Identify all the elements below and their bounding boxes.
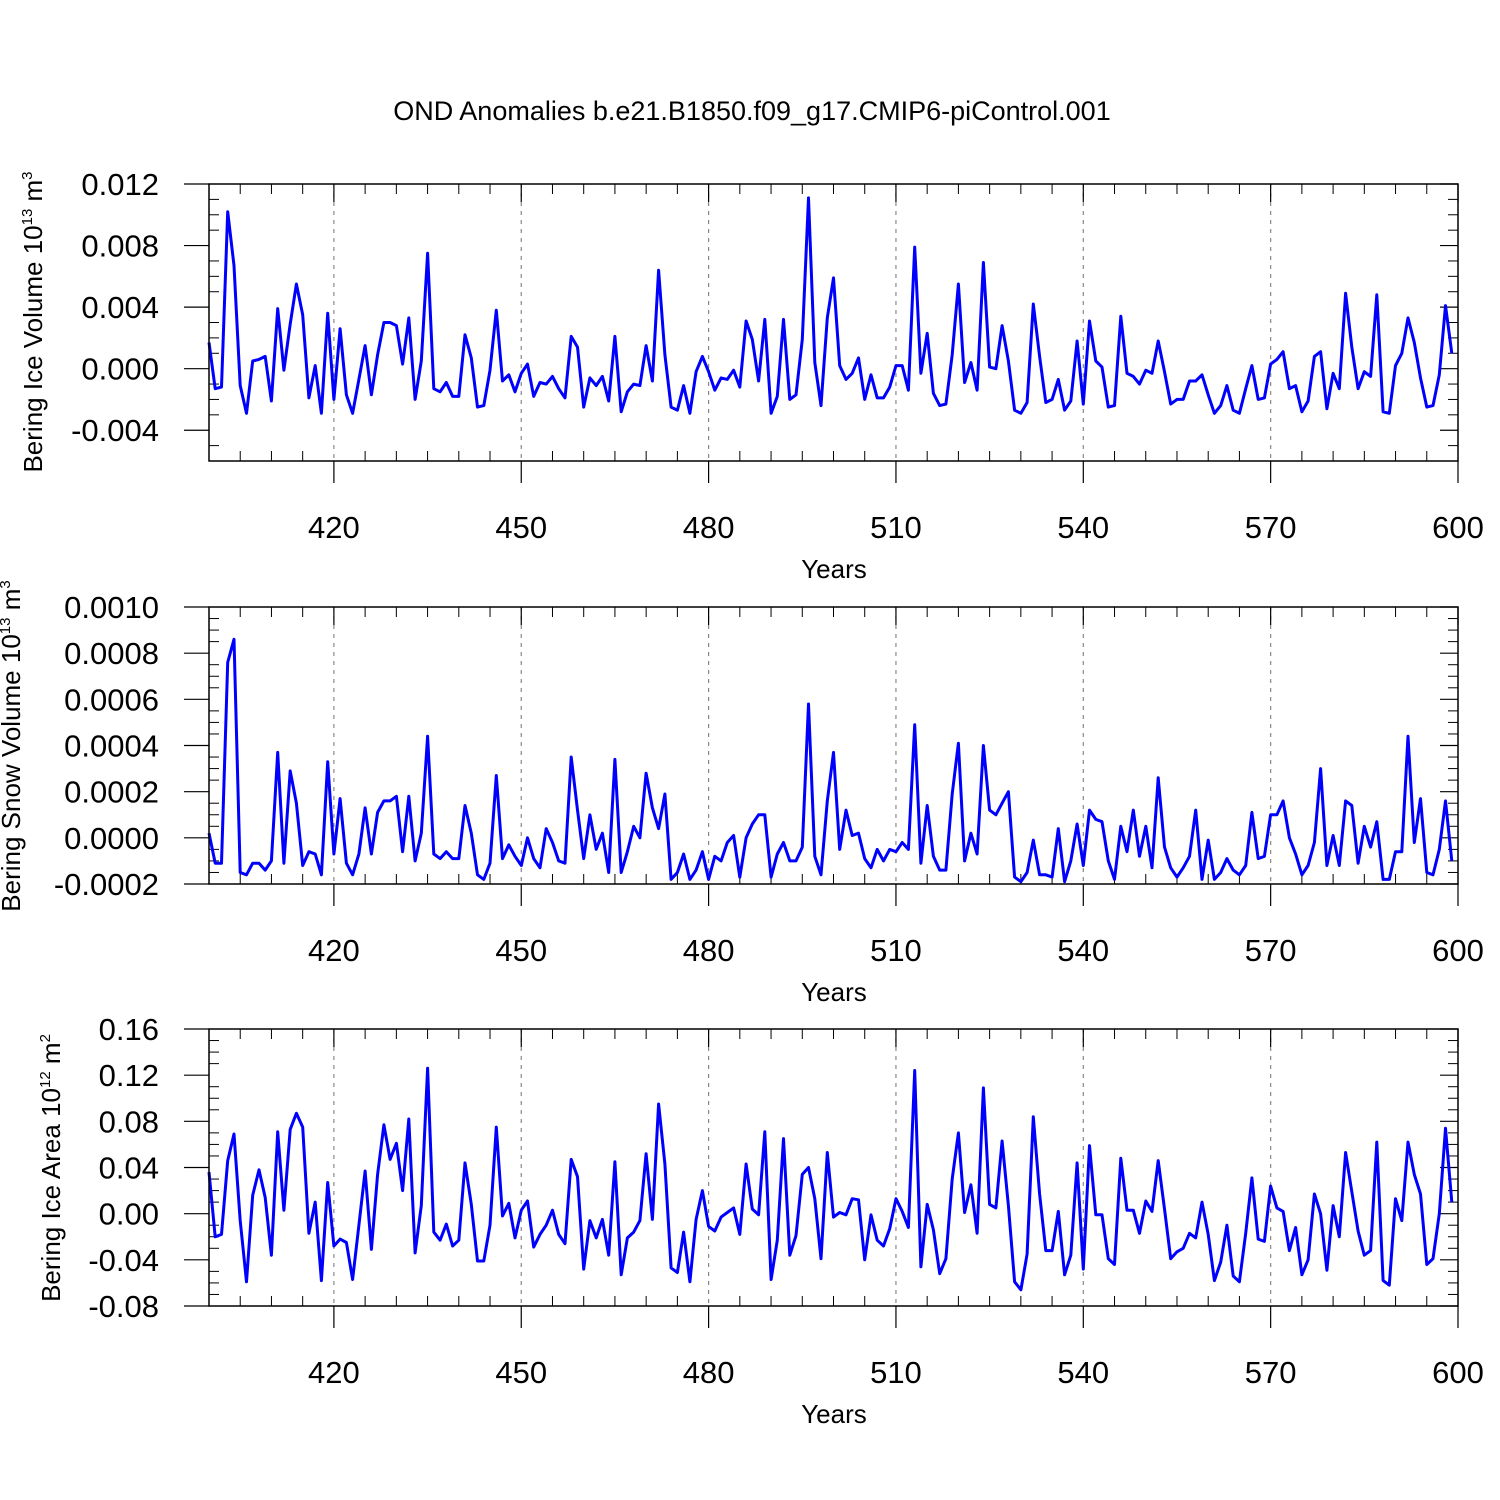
y-tick-label: -0.04 bbox=[88, 1243, 159, 1278]
figure-title: OND Anomalies b.e21.B1850.f09_g17.CMIP6-… bbox=[393, 96, 1110, 126]
y-tick-label: -0.004 bbox=[71, 413, 159, 448]
y-tick-label: 0.0008 bbox=[64, 636, 159, 671]
x-tick-label: 480 bbox=[683, 510, 735, 545]
x-tick-label: 480 bbox=[683, 1355, 735, 1390]
y-tick-label: 0.12 bbox=[99, 1058, 159, 1093]
x-tick-label: 540 bbox=[1057, 510, 1109, 545]
y-tick-label: 0.0004 bbox=[64, 729, 159, 764]
y-tick-label: 0.012 bbox=[81, 167, 159, 202]
x-tick-label: 570 bbox=[1245, 510, 1297, 545]
x-tick-label: 420 bbox=[308, 510, 360, 545]
plot-frame bbox=[208, 183, 1459, 462]
x-tick-label: 600 bbox=[1432, 510, 1484, 545]
ylabel-ice-area: Bering Ice Area 1012 m2 bbox=[36, 1034, 66, 1302]
plot-frame bbox=[208, 1028, 1459, 1307]
y-tick-label: -0.0002 bbox=[54, 867, 159, 902]
xlabel-ice-area: Years bbox=[801, 1399, 867, 1429]
y-tick-label: 0.16 bbox=[99, 1012, 159, 1047]
x-tick-label: 600 bbox=[1432, 933, 1484, 968]
series-line bbox=[207, 637, 1454, 884]
y-tick-label: 0.0006 bbox=[64, 682, 159, 717]
panel-snow-volume: -0.0002 0.0000 0.0002 0.0004 0.0006 0.0008 0.0… bbox=[54, 590, 1484, 968]
ylabel-snow-volume: Bering Snow Volume 1013 m3 bbox=[0, 580, 26, 911]
x-tick-label: 540 bbox=[1057, 933, 1109, 968]
x-tick-label: 540 bbox=[1057, 1355, 1109, 1390]
y-tick-label: 0.0002 bbox=[64, 775, 159, 810]
x-tick-label: 450 bbox=[495, 510, 547, 545]
panel-ice-volume: -0.004 0.000 0.004 0.008 0.012 420 450 480 510 54… bbox=[71, 167, 1484, 545]
ylabel-ice-volume: Bering Ice Volume 1013 m3 bbox=[18, 171, 48, 472]
x-tick-label: 570 bbox=[1245, 933, 1297, 968]
x-tick-label: 420 bbox=[308, 933, 360, 968]
y-tick-label: 0.0010 bbox=[64, 590, 159, 625]
y-tick-label: 0.0000 bbox=[64, 821, 159, 856]
panel-ice-area: -0.08 -0.04 0.00 0.04 0.08 0.12 0.16 420 450 480 5… bbox=[88, 1012, 1484, 1390]
y-tick-label: -0.08 bbox=[88, 1289, 159, 1324]
x-tick-label: 600 bbox=[1432, 1355, 1484, 1390]
x-tick-label: 420 bbox=[308, 1355, 360, 1390]
xlabel-ice-volume: Years bbox=[801, 554, 867, 584]
series-line bbox=[207, 1066, 1454, 1292]
x-tick-label: 450 bbox=[495, 933, 547, 968]
x-tick-label: 450 bbox=[495, 1355, 547, 1390]
y-tick-label: 0.008 bbox=[81, 229, 159, 264]
x-tick-label: 570 bbox=[1245, 1355, 1297, 1390]
y-tick-label: 0.08 bbox=[99, 1104, 159, 1139]
x-tick-label: 510 bbox=[870, 933, 922, 968]
y-tick-label: 0.00 bbox=[99, 1197, 159, 1232]
y-tick-label: 0.000 bbox=[81, 352, 159, 387]
series-line bbox=[207, 196, 1454, 415]
x-tick-label: 510 bbox=[870, 1355, 922, 1390]
xlabel-snow-volume: Years bbox=[801, 977, 867, 1007]
y-tick-label: 0.004 bbox=[81, 290, 159, 325]
x-tick-label: 510 bbox=[870, 510, 922, 545]
x-tick-label: 480 bbox=[683, 933, 735, 968]
y-tick-label: 0.04 bbox=[99, 1151, 159, 1186]
plot-frame bbox=[208, 606, 1459, 885]
